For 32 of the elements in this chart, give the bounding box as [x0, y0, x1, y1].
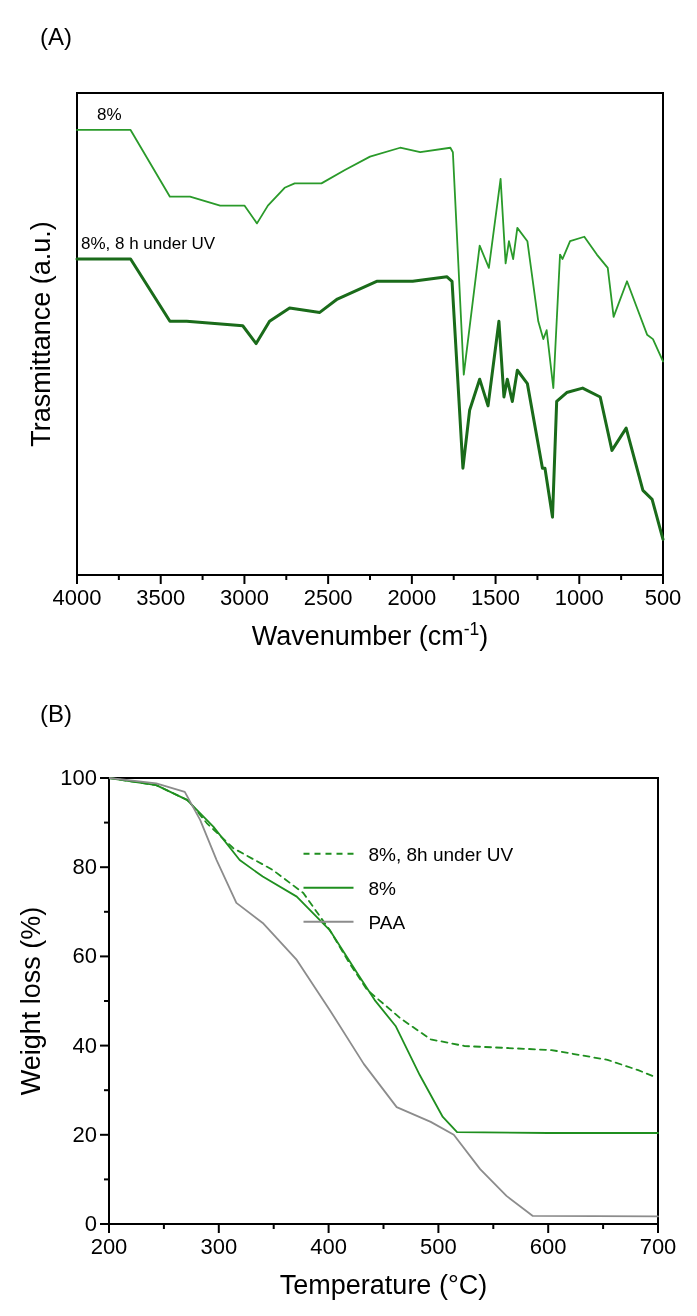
series-label: 8%: [97, 104, 122, 124]
chart-title: (B): [40, 700, 72, 727]
line-series: [108, 777, 659, 1218]
legend-label: 8%: [368, 877, 397, 899]
series-label: 8%, 8 h under UV: [81, 234, 216, 254]
x-tick-label: 3500: [136, 585, 186, 610]
y-tick-label: 40: [72, 1032, 97, 1058]
y-tick-label: 60: [72, 943, 97, 969]
legend-label: PAA: [368, 911, 406, 933]
x-axis-title: Temperature (°C): [279, 1270, 488, 1300]
y-tick-label: 0: [84, 1211, 97, 1236]
x-axis-title: Wavenumber (cm$^{-1}$): [251, 619, 489, 651]
y-axis-title: Trasmittance (a.u.): [26, 221, 56, 447]
x-tick-label: 400: [310, 1234, 347, 1259]
y-tick-label: 20: [72, 1121, 97, 1147]
x-tick-label: 1500: [471, 585, 521, 610]
legend-label: 8%, 8h under UV: [368, 843, 514, 865]
x-tick-label: 3000: [219, 585, 269, 610]
x-tick-label: 300: [200, 1234, 238, 1259]
x-tick-label: 700: [639, 1234, 677, 1259]
x-tick-label: 2000: [387, 585, 437, 610]
y-axis-title: Weight loss (%): [16, 906, 46, 1096]
x-tick-label: 600: [529, 1234, 567, 1259]
x-tick-label: 2500: [303, 585, 353, 610]
x-tick-label: 500: [420, 1234, 457, 1259]
chart-title: (A): [40, 23, 72, 50]
x-tick-label: 4000: [52, 585, 102, 610]
y-tick-label: 80: [72, 854, 97, 880]
x-tick-label: 1000: [554, 585, 604, 610]
y-tick-label: 100: [60, 765, 97, 790]
x-tick-label: 500: [644, 585, 682, 610]
x-tick-label: 200: [90, 1234, 128, 1259]
